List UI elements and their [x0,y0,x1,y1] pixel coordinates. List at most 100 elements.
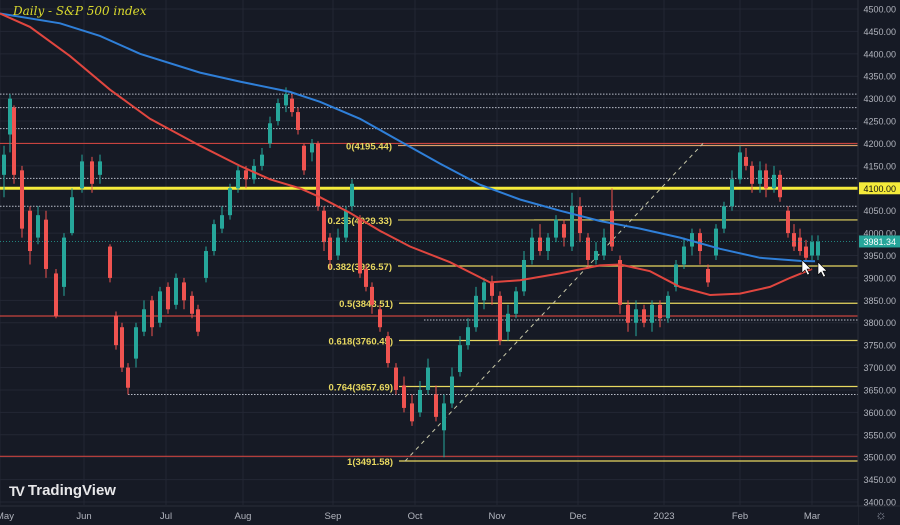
candle-body [530,237,534,260]
candle-body [310,143,314,153]
price-tick-label: 3900.00 [863,273,896,283]
candle-body [626,304,630,323]
candle-body [378,309,382,328]
candle-body [150,300,154,328]
price-tick-label: 4250.00 [863,117,896,127]
candle-body [798,237,802,252]
candle-body [650,304,654,323]
candle-body [764,170,768,189]
candle-body [442,403,446,431]
candle-body [410,403,414,422]
horizontal-levels [0,93,858,457]
trendline-dashed[interactable] [404,143,704,462]
candle-body [370,286,374,305]
candle-body [120,327,124,368]
candle-body [158,291,162,323]
chart-title: Daily - S&P 500 index [13,4,147,18]
time-tick-label: Oct [408,511,423,522]
candle-body [204,251,208,278]
candle-body [344,210,348,238]
last-price-badge [859,235,900,248]
candle-body [738,152,742,180]
time-axis[interactable]: May Jun Jul Aug Sep Oct Nov Dec 2023 Feb Mar [0,505,900,525]
logo-text: TradingView [27,482,116,499]
level-price-badge [859,182,900,195]
price-tick-label: 3550.00 [863,430,896,440]
candle-body [284,94,288,106]
candle-body [268,123,272,144]
candle-body [750,165,754,184]
fib-level-label: 0.5(3843.51) [339,299,393,310]
candle-body [466,327,470,346]
price-tick-label: 3500.00 [863,453,896,463]
moving-average-red[interactable] [0,12,813,297]
price-tick-label: 4300.00 [863,94,896,104]
candle-body [426,367,430,390]
price-tick-label: 3400.00 [863,498,896,508]
time-tick-label: 2023 [653,511,674,522]
price-tick-label: 4350.00 [863,72,896,82]
time-tick-label: Aug [235,511,252,522]
candle-body [364,268,368,287]
candle-body [228,188,232,216]
candle-body [554,219,558,238]
candle-body [498,295,502,341]
candle-body [744,156,748,166]
candle-body [506,313,510,332]
candles [2,87,820,458]
price-tick-label: 4500.00 [863,5,896,15]
candle-body [772,174,776,189]
candle-body [514,291,518,314]
candle-body [634,309,638,323]
candle-body [642,309,646,323]
candle-body [450,376,454,404]
mouse-cursor-icon [817,261,828,278]
moving-average-blue[interactable] [0,12,816,263]
candle-body [490,282,494,296]
price-tick-label: 3850.00 [863,296,896,306]
candle-body [336,237,340,256]
time-tick-label: Nov [489,511,506,522]
candle-body [570,206,574,247]
candle-body [134,327,138,359]
candle-body [36,215,40,238]
tradingview-logo: TV TradingView [9,482,116,499]
price-axis[interactable]: 4500.00 4450.00 4400.00 4350.00 4300.00 4250.… [857,0,900,525]
price-tick-label: 3450.00 [863,475,896,485]
time-tick-label: Jun [76,511,91,522]
candle-body [658,304,662,319]
candle-body [142,309,146,332]
candle-body [482,282,486,301]
candle-body [706,268,710,283]
candle-body [182,282,186,301]
candle-body [70,197,74,234]
candle-body [602,237,606,256]
candle-body [714,228,718,256]
candle-body [786,210,790,234]
settings-gear-icon[interactable]: ☼ [875,507,887,522]
candle-body [166,286,170,310]
candle-body [190,295,194,314]
candle-body [244,170,248,180]
candle-body [196,309,200,332]
candle-body [394,367,398,390]
candle-body [674,264,678,287]
price-tick-label: 4150.00 [863,161,896,171]
candle-body [666,295,670,319]
price-tick-label: 4450.00 [863,27,896,37]
fib-level-label: 0.618(3760.45) [329,336,393,347]
candle-body [778,174,782,198]
candle-body [8,98,12,135]
price-tick-label: 4000.00 [863,229,896,239]
candle-body [90,161,94,184]
time-tick-label: Mar [804,511,820,522]
candle-body [212,224,216,252]
candle-body [62,237,66,287]
candle-body [730,179,734,207]
grid-lines [0,0,858,505]
candle-body [20,170,24,229]
level-price-label: 4100.00 [863,184,896,194]
candle-body [458,345,462,373]
